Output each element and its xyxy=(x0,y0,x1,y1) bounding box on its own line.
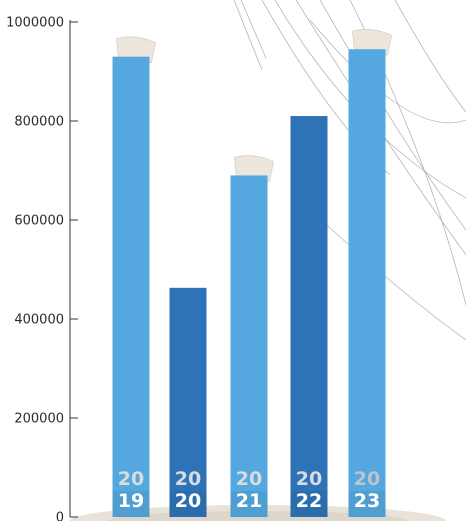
bar-base-shade xyxy=(348,491,386,517)
decorative-curve xyxy=(240,0,267,59)
y-tick-label: 0 xyxy=(56,511,64,521)
category-label-top: 20 xyxy=(296,468,322,490)
category-label-top: 20 xyxy=(118,468,144,490)
decorative-curve xyxy=(309,19,466,124)
bar-group xyxy=(112,36,156,518)
bar xyxy=(169,287,207,517)
bar xyxy=(348,49,386,517)
bar-group xyxy=(348,29,392,517)
category-label-bottom: 22 xyxy=(296,490,322,512)
decorative-curve xyxy=(319,0,466,231)
bar-base-shade xyxy=(169,491,207,517)
y-axis: 0 200000 400000 600000 800000 1000000 xyxy=(6,16,78,521)
bar-base-shade xyxy=(290,491,328,517)
y-tick-label: 200000 xyxy=(14,412,64,427)
y-tick-label: 600000 xyxy=(14,214,64,229)
category-label-top: 20 xyxy=(175,468,201,490)
bar-group xyxy=(290,116,328,518)
decorative-curve xyxy=(394,0,466,113)
y-tick-label: 1000000 xyxy=(6,16,64,31)
category-label-bottom: 23 xyxy=(354,490,380,512)
bar xyxy=(230,175,268,517)
category-label-bottom: 19 xyxy=(118,490,144,512)
y-tick-label: 400000 xyxy=(14,313,64,328)
category-label-top: 20 xyxy=(354,468,380,490)
y-tick-label: 800000 xyxy=(14,115,64,130)
bar-base-shade xyxy=(230,491,268,517)
paper-tab xyxy=(352,29,392,56)
bar-base-shade xyxy=(112,491,150,517)
category-label-top: 20 xyxy=(236,468,262,490)
category-label-bottom: 20 xyxy=(175,490,201,512)
decorative-curve xyxy=(233,0,263,71)
bars xyxy=(112,29,392,518)
bar xyxy=(112,56,150,518)
paper-tab xyxy=(234,155,274,182)
category-label-bottom: 21 xyxy=(236,490,262,512)
bar-group xyxy=(169,287,207,517)
bar-group xyxy=(230,155,274,517)
bar xyxy=(290,116,328,518)
paper-tab xyxy=(116,36,156,64)
